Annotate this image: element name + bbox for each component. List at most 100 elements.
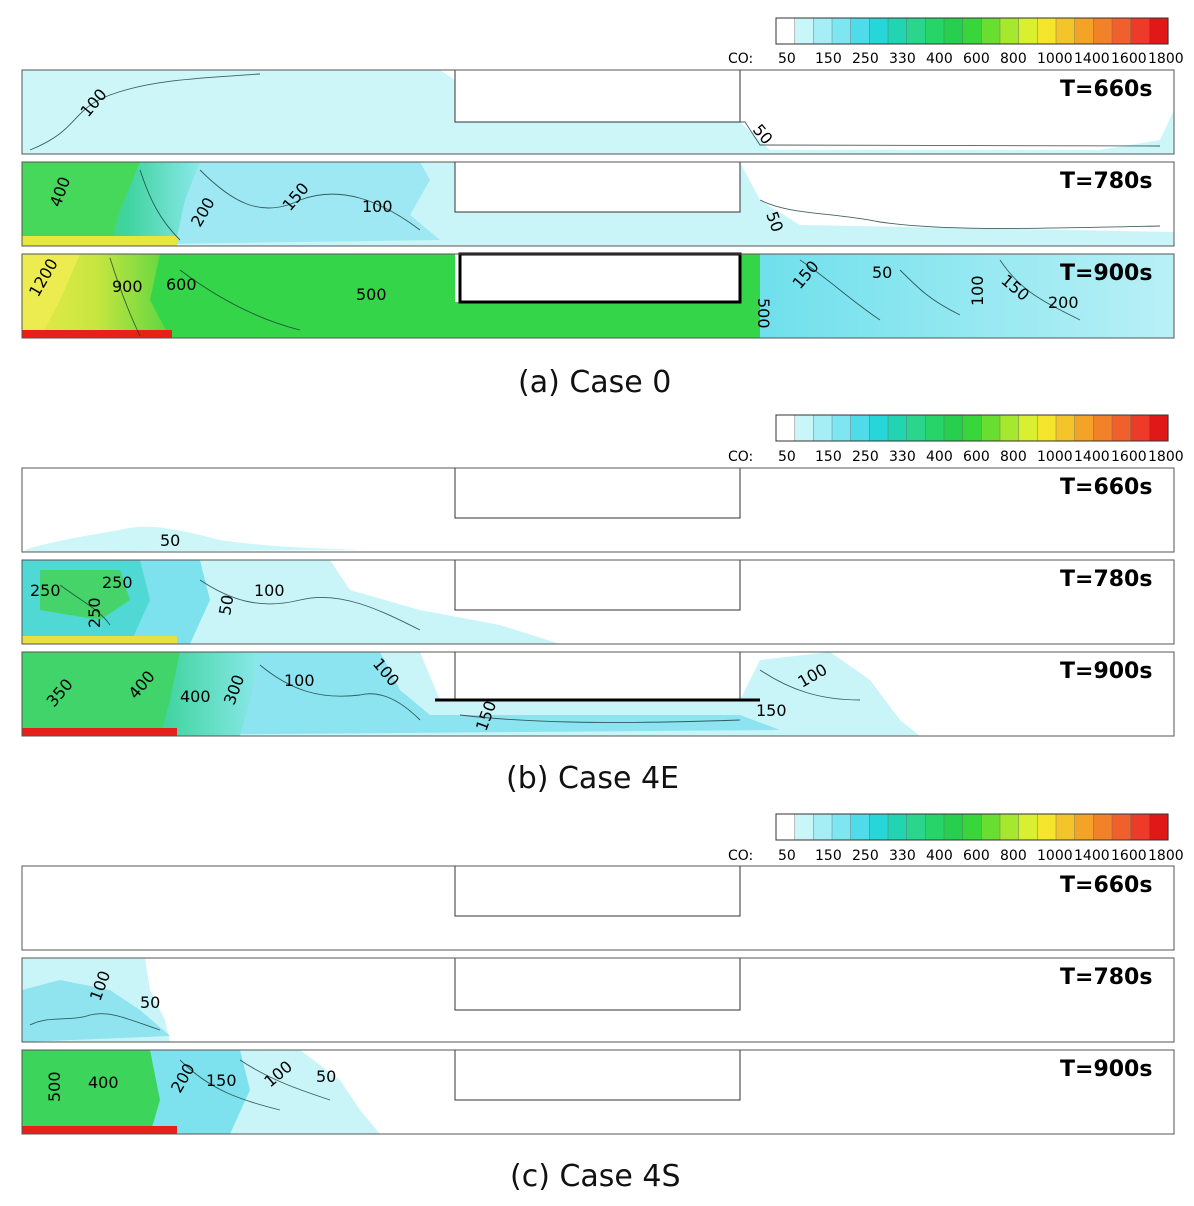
- colorbar-swatch: [813, 414, 833, 442]
- colorbar-swatch: [1037, 813, 1057, 841]
- case-0: CO: 50 150 250 330 400 600 800 1000 1400 1600 1800…: [21, 17, 1184, 400]
- colorbar-tick-label: 600: [963, 449, 990, 465]
- colorbar-swatch: [906, 813, 926, 841]
- contour-label: 100: [362, 197, 393, 216]
- panel-t780: T=780s 100 50: [21, 957, 1175, 1043]
- panel-t660: T=660s 50: [21, 467, 1175, 553]
- contour-label: 50: [872, 263, 892, 282]
- contour-label: 600: [166, 275, 197, 294]
- colorbar-swatch: [887, 813, 908, 841]
- colorbar-tick-label: 1000: [1037, 449, 1073, 465]
- time-label: T=780s: [1060, 567, 1152, 592]
- contour-label: 50: [160, 531, 180, 550]
- colorbar-tick-label: 1400: [1074, 449, 1110, 465]
- colorbar-tick-label: 330: [889, 449, 916, 465]
- colorbar-variable-label: CO:: [728, 449, 753, 465]
- colorbar-tick-label: 1800: [1148, 51, 1184, 67]
- contour-label: 50: [316, 1067, 336, 1086]
- colorbar-swatch: [869, 414, 889, 442]
- colorbar-swatch: [925, 414, 945, 442]
- colorbar-frame: [775, 17, 1169, 45]
- contour-label: 250: [85, 597, 104, 628]
- colorbar-swatch: [1055, 17, 1076, 45]
- colorbar-swatch: [794, 813, 814, 841]
- time-label: T=660s: [1060, 77, 1152, 102]
- panel-t780: T=780s 400 200 150 100 50: [21, 161, 1175, 247]
- colorbar-swatch: [850, 17, 870, 45]
- colorbar-swatch: [981, 414, 1001, 442]
- contour-label: 100: [284, 671, 315, 690]
- colorbar-swatch: [906, 17, 926, 45]
- colorbar-swatch: [1074, 17, 1094, 45]
- colorbar-swatch: [1130, 414, 1150, 442]
- colorbar-swatch: [813, 813, 833, 841]
- colorbar-swatch: [1093, 17, 1113, 45]
- colorbar-swatch: [999, 414, 1020, 442]
- colorbar-tick-label: 1600: [1111, 848, 1147, 864]
- colorbar-tick-label: 250: [852, 848, 879, 864]
- colorbar-tick-label: 600: [963, 51, 990, 67]
- colorbar-swatch: [887, 17, 908, 45]
- colorbar-swatch: [794, 414, 814, 442]
- contour-label: 250: [30, 581, 61, 600]
- colorbar-swatch: [1111, 813, 1132, 841]
- contour-label: 400: [180, 687, 211, 706]
- colorbar-variable-label: CO:: [728, 848, 753, 864]
- colorbar-frame: [775, 813, 1169, 841]
- colorbar-frame: [775, 414, 1169, 442]
- colorbar-tick-label: 330: [889, 51, 916, 67]
- colorbar-swatch: [887, 414, 908, 442]
- colorbar-swatch: [1037, 414, 1057, 442]
- colorbar-tick-label: 330: [889, 848, 916, 864]
- time-label: T=660s: [1060, 475, 1152, 500]
- time-label: T=900s: [1060, 1057, 1152, 1082]
- colorbar-swatch: [831, 813, 852, 841]
- colorbar-swatch: [775, 813, 796, 841]
- colorbar-swatch: [925, 813, 945, 841]
- time-label: T=660s: [1060, 873, 1152, 898]
- colorbar-tick-label: 1600: [1111, 449, 1147, 465]
- colorbar-swatch: [925, 17, 945, 45]
- colorbar-swatch: [1130, 813, 1150, 841]
- colorbar-swatch: [943, 414, 964, 442]
- colorbar-tick-label: 150: [815, 449, 842, 465]
- time-label: T=900s: [1060, 261, 1152, 286]
- colorbar-swatch: [794, 17, 814, 45]
- colorbar-tick-label: 400: [926, 51, 953, 67]
- case-caption: (c) Case 4S: [510, 1159, 681, 1194]
- colorbar-swatch: [1111, 414, 1132, 442]
- colorbar-swatch: [999, 813, 1020, 841]
- colorbar-tick-label: 150: [815, 51, 842, 67]
- colorbar-swatch: [831, 17, 852, 45]
- colorbar-swatch: [831, 414, 852, 442]
- colorbar-tick-label: 1600: [1111, 51, 1147, 67]
- contour-label: 100: [968, 275, 987, 306]
- colorbar-swatch: [981, 813, 1001, 841]
- colorbar-tick-label: 400: [926, 449, 953, 465]
- colorbar-swatch: [1149, 414, 1169, 442]
- colorbar: [775, 813, 1169, 841]
- colorbar-swatch: [775, 414, 796, 442]
- colorbar: [775, 414, 1169, 442]
- colorbar-swatch: [906, 414, 926, 442]
- colorbar-tick-label: 1000: [1037, 848, 1073, 864]
- colorbar-swatch: [1018, 17, 1038, 45]
- colorbar-swatch: [775, 17, 796, 45]
- time-label: T=780s: [1060, 965, 1152, 990]
- colorbar-swatch: [1018, 414, 1038, 442]
- colorbar-swatch: [1149, 17, 1169, 45]
- colorbar-tick-label: 1400: [1074, 848, 1110, 864]
- colorbar-tick-label: 800: [1000, 848, 1027, 864]
- colorbar-tick-label: 250: [852, 51, 879, 67]
- colorbar-tick-label: 400: [926, 848, 953, 864]
- colorbar-swatch: [1018, 813, 1038, 841]
- panel-t900: T=900s 350 400 400 300 100 100 150 150 1…: [21, 651, 1175, 737]
- colorbar-tick-label: 50: [778, 51, 796, 67]
- colorbar-tick-label: 50: [778, 848, 796, 864]
- contour-label: 900: [112, 277, 143, 296]
- colorbar-swatch: [1093, 813, 1113, 841]
- panel-t900: T=900s 1200 900 600 500 500 150 50 100 1…: [21, 252, 1175, 339]
- contour-label: 500: [356, 285, 387, 304]
- contour-label: 500: [45, 1071, 64, 1102]
